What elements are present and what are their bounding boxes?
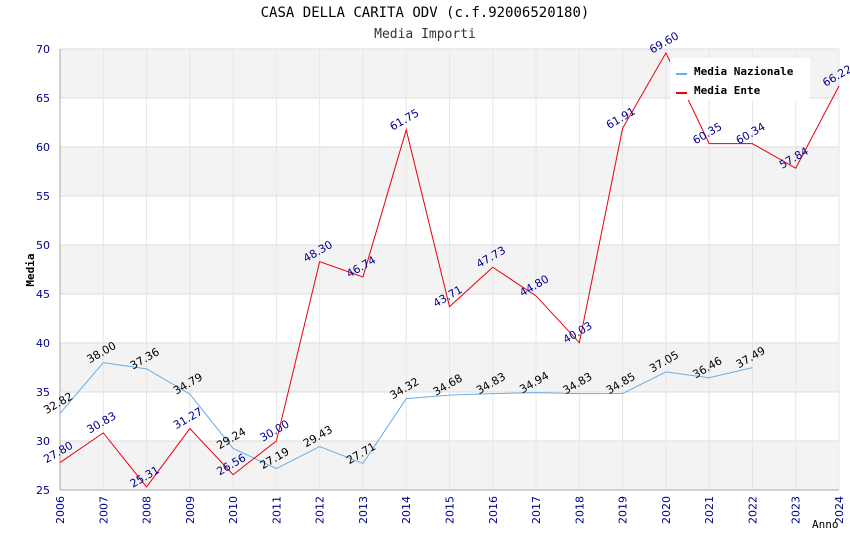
y-tick-label: 65 <box>36 92 50 105</box>
x-axis-label: Anno <box>812 518 839 531</box>
x-tick-label: 2018 <box>573 496 586 524</box>
legend-box <box>670 58 810 100</box>
x-tick-label: 2020 <box>660 496 673 524</box>
data-label: 60.35 <box>691 120 725 147</box>
data-label: 31.27 <box>171 405 205 432</box>
x-tick-label: 2019 <box>617 496 630 524</box>
x-tick-label: 2022 <box>746 496 759 524</box>
legend: Media Nazionale Media Ente <box>670 58 810 100</box>
x-tick-label: 2016 <box>487 496 500 524</box>
x-tick-label: 2011 <box>270 496 283 524</box>
data-label: 30.83 <box>85 409 119 436</box>
y-tick-label: 35 <box>36 386 50 399</box>
data-label: 40.03 <box>561 319 595 346</box>
y-tick-label: 45 <box>36 288 50 301</box>
chart-subtitle: Media Importi <box>374 27 476 42</box>
legend-entry: Media Nazionale <box>694 65 794 78</box>
x-tick-label: 2012 <box>314 496 327 524</box>
data-label: 61.75 <box>388 106 422 133</box>
y-tick-label: 40 <box>36 337 50 350</box>
x-tick-label: 2017 <box>530 496 543 524</box>
y-tick-label: 25 <box>36 484 50 497</box>
y-tick-label: 55 <box>36 190 50 203</box>
x-tick-label: 2023 <box>790 496 803 524</box>
chart-title: CASA DELLA CARITA ODV (c.f.92006520180) <box>260 5 590 21</box>
x-tick-label: 2014 <box>400 496 413 524</box>
x-tick-label: 2024 <box>833 496 846 524</box>
x-tick-label: 2009 <box>184 496 197 524</box>
y-tick-label: 70 <box>36 43 50 56</box>
x-tick-label: 2006 <box>54 496 67 524</box>
legend-entry: Media Ente <box>694 84 761 97</box>
data-label: 61.91 <box>604 105 638 132</box>
x-tick-label: 2008 <box>141 496 154 524</box>
y-tick-label: 60 <box>36 141 50 154</box>
y-axis-label: Media <box>24 253 37 286</box>
x-tick-label: 2010 <box>227 496 240 524</box>
x-tick-label: 2007 <box>97 496 110 524</box>
data-label: 60.34 <box>734 120 768 147</box>
series-line-media-nazionale <box>59 362 753 470</box>
x-tick-label: 2015 <box>444 496 457 524</box>
x-tick-label: 2013 <box>357 496 370 524</box>
y-tick-label: 30 <box>36 435 50 448</box>
y-tick-label: 50 <box>36 239 50 252</box>
series-line-media-ente <box>59 51 840 488</box>
data-label: 30.00 <box>258 417 292 444</box>
x-tick-label: 2021 <box>703 496 716 524</box>
